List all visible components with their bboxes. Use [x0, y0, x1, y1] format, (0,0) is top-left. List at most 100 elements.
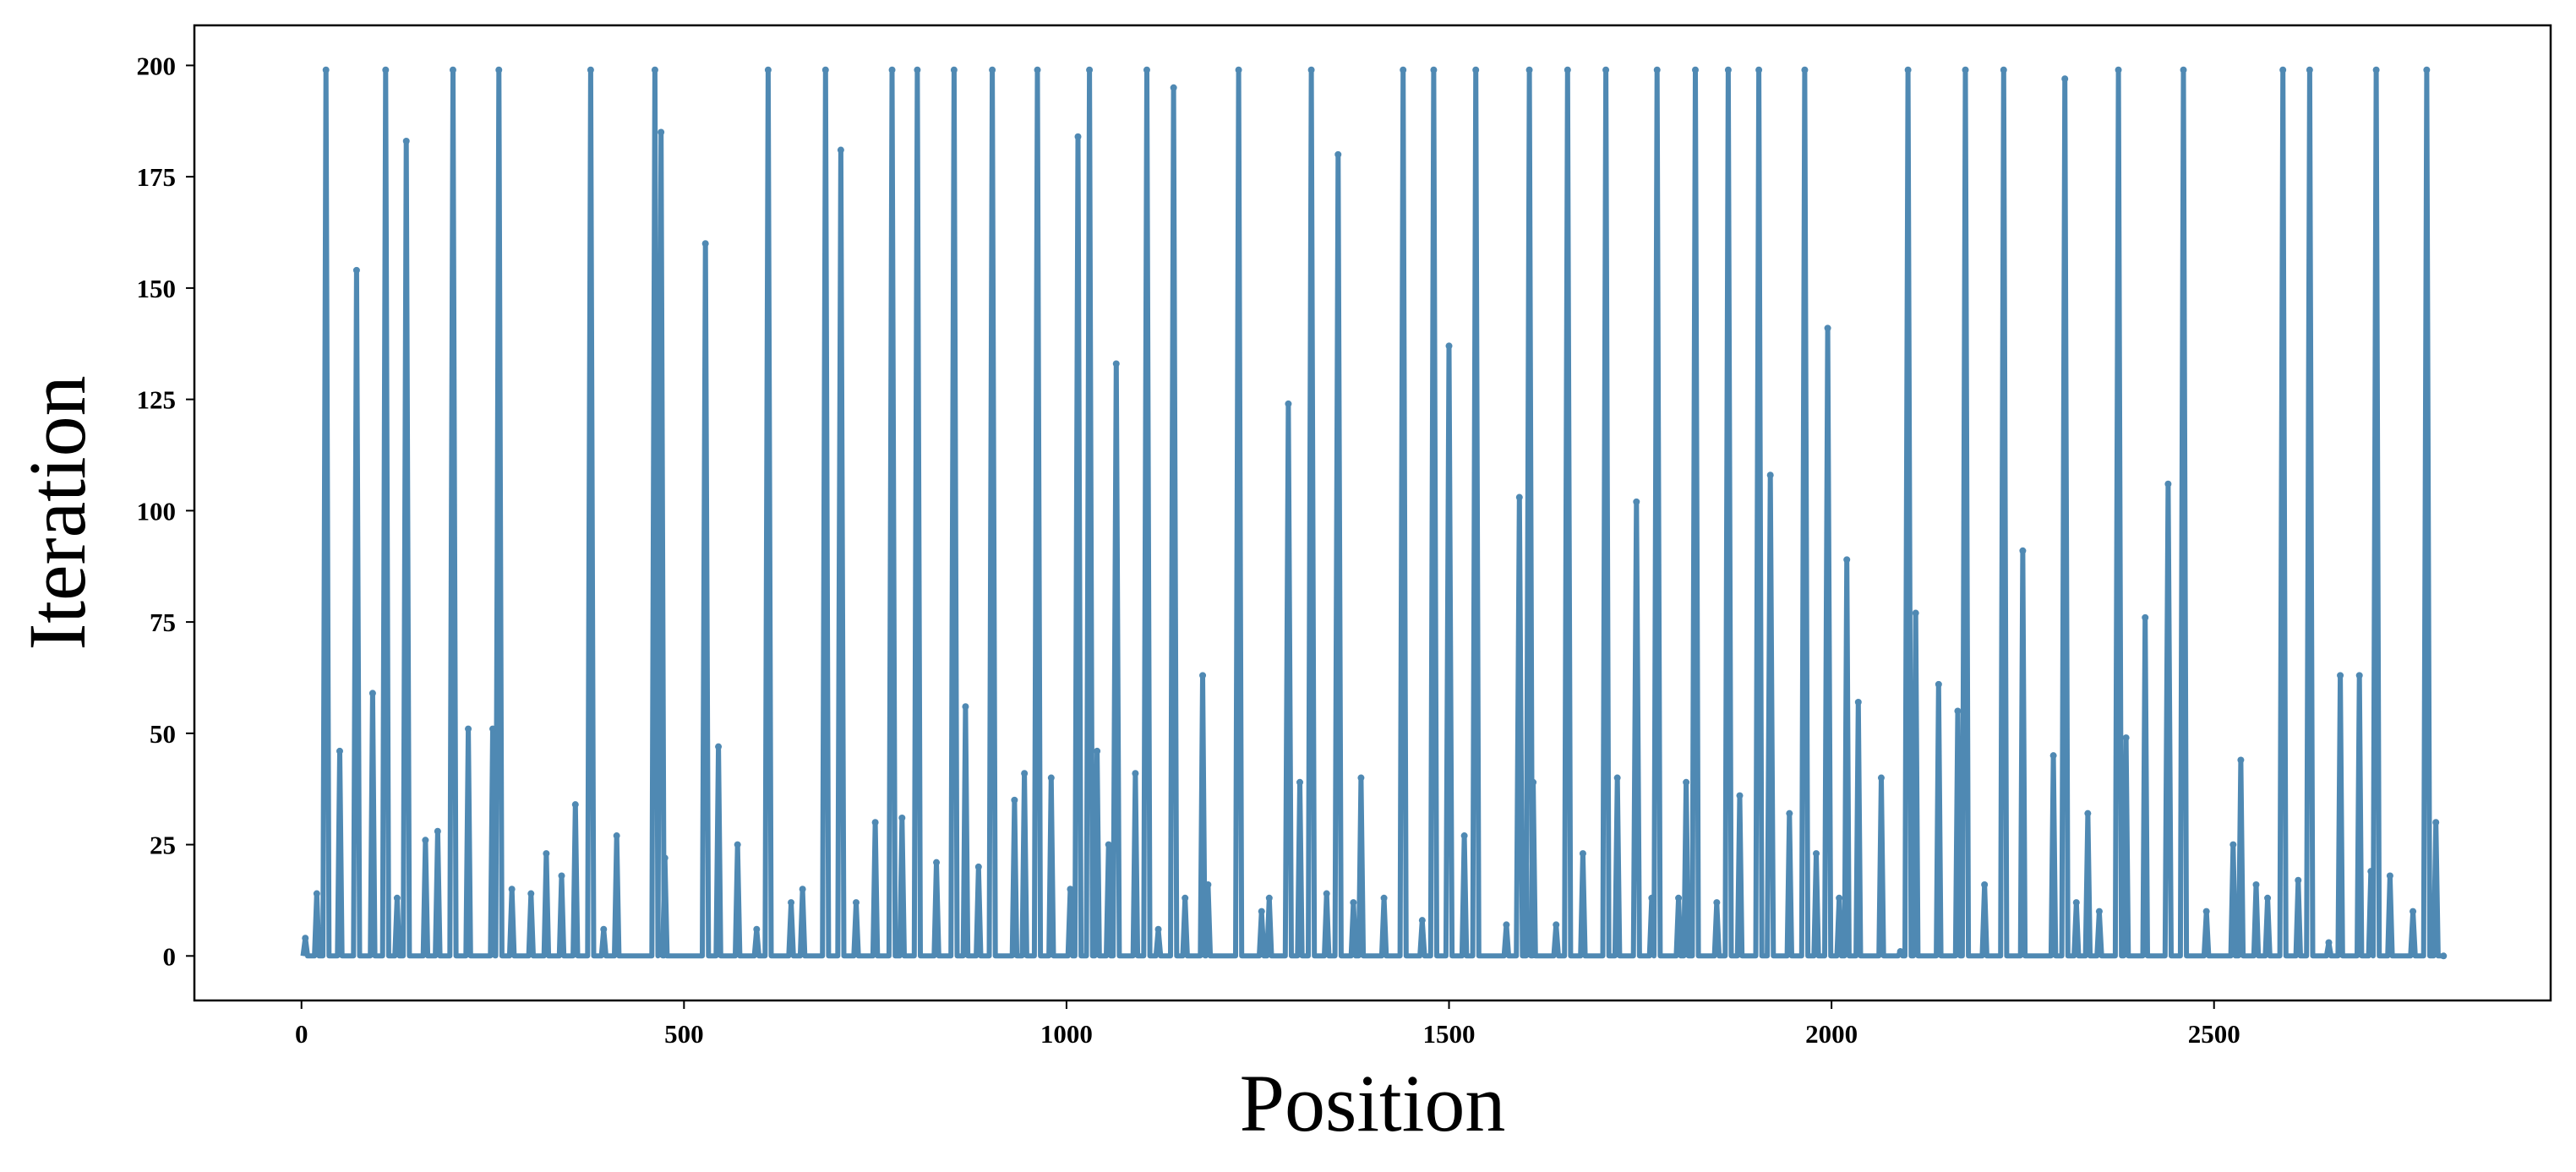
data-point [658, 128, 665, 136]
data-point [1094, 747, 1101, 755]
data-point [1357, 774, 1365, 782]
data-point [613, 832, 620, 840]
data-point [1034, 66, 1041, 74]
data-point [302, 935, 309, 942]
data-point [933, 859, 941, 866]
data-point [753, 925, 761, 933]
y-tick-label: 125 [137, 385, 177, 415]
data-point [661, 854, 669, 862]
data-point [2061, 75, 2069, 83]
data-point [1235, 66, 1242, 74]
data-point [1472, 66, 1480, 74]
y-tick-label: 175 [137, 162, 177, 192]
data-point [1021, 770, 1029, 777]
data-point [950, 66, 958, 74]
data-point [2410, 908, 2417, 915]
data-point [2337, 672, 2344, 679]
data-point [1199, 672, 1207, 679]
data-point [1766, 472, 1774, 479]
data-point [974, 863, 982, 870]
data-point [322, 66, 330, 74]
data-point [449, 66, 456, 74]
data-point [1648, 894, 1656, 902]
data-point [571, 801, 579, 809]
x-tick-label: 1000 [1040, 1019, 1093, 1049]
data-point [587, 66, 594, 74]
data-point [393, 894, 401, 902]
data-point [600, 925, 608, 933]
data-point [495, 66, 503, 74]
data-point [962, 703, 969, 711]
data-point [2095, 908, 2103, 915]
data-point [1515, 493, 1523, 501]
data-point [888, 66, 896, 74]
data-point [2084, 809, 2092, 817]
data-point [1801, 66, 1809, 74]
data-point [821, 66, 829, 74]
data-point [1564, 66, 1571, 74]
data-point [352, 266, 360, 274]
data-point [1154, 925, 1162, 933]
data-point [898, 814, 906, 821]
data-point [2115, 66, 2122, 74]
data-point [651, 66, 658, 74]
data-point [1912, 609, 1919, 617]
data-point [2202, 908, 2210, 915]
x-axis-title: Position [1240, 1058, 1506, 1148]
data-point [2372, 66, 2380, 74]
data-point [1553, 921, 1560, 929]
data-point [1813, 850, 1820, 858]
data-point [2386, 872, 2393, 880]
data-point [1653, 66, 1661, 74]
data-point [1613, 774, 1621, 782]
data-point [764, 66, 772, 74]
data-point [1897, 948, 1904, 956]
data-point [1074, 133, 1082, 140]
data-point [1258, 908, 1265, 915]
data-point [368, 690, 376, 697]
data-point [1418, 917, 1426, 924]
data-point [1047, 774, 1055, 782]
data-point [336, 747, 343, 755]
data-point [1854, 698, 1862, 706]
data-point [871, 819, 879, 826]
data-point [1285, 400, 1292, 407]
x-axis-ticks: 0 500 1000 1500 2000 2500 [295, 1000, 2240, 1049]
data-point [1170, 84, 1177, 91]
data-point [1736, 792, 1744, 799]
data-point [715, 743, 723, 750]
data-point [2229, 841, 2237, 848]
data-point [799, 886, 806, 893]
data-point [1602, 66, 1610, 74]
data-point [1265, 894, 1273, 902]
data-point [1675, 894, 1683, 902]
data-point [914, 66, 921, 74]
data-point [1836, 894, 1843, 902]
data-point [1132, 770, 1139, 777]
data-point [2072, 899, 2080, 907]
x-tick-label: 2000 [1805, 1019, 1858, 1049]
data-point [1067, 886, 1074, 893]
data-point [1713, 899, 1721, 907]
data-point [734, 841, 741, 848]
data-point [434, 827, 441, 835]
series-line [300, 67, 2447, 959]
data-point [2423, 66, 2431, 74]
data-point [1755, 66, 1763, 74]
data-point [1350, 899, 1357, 907]
data-point [788, 899, 795, 907]
data-point [1824, 324, 1831, 332]
data-point [1204, 880, 1212, 888]
data-point [508, 886, 516, 893]
data-point [1525, 66, 1533, 74]
data-point [1460, 832, 1468, 840]
data-point [1143, 66, 1150, 74]
data-point [1105, 841, 1112, 848]
y-tick-label: 25 [150, 831, 176, 860]
data-point [2180, 66, 2187, 74]
x-tick-label: 500 [664, 1019, 704, 1049]
data-point [1904, 66, 1912, 74]
data-point [1786, 809, 1793, 817]
data-point [1430, 66, 1438, 74]
data-point [2000, 66, 2007, 74]
